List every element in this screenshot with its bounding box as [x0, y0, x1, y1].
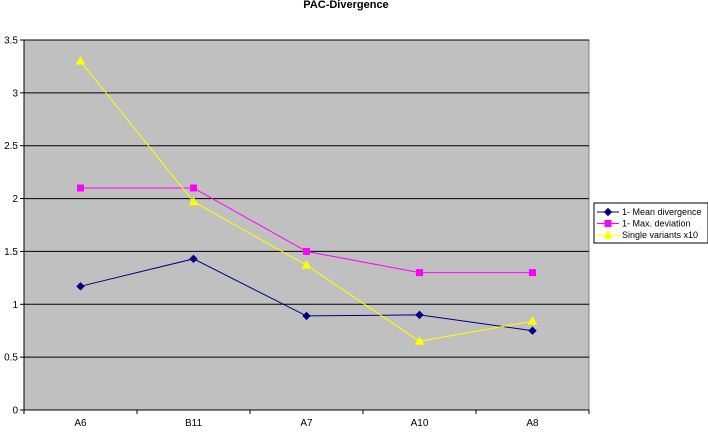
data-point	[415, 310, 424, 320]
legend-item: 1- Max. deviation	[597, 219, 691, 229]
axes: 0 0.5 1 1.5 2 2.5 3 3.5 A6 B11 A7 A10 A8	[4, 36, 590, 429]
data-point	[301, 260, 312, 269]
legend-marker	[603, 229, 613, 239]
series-2	[77, 184, 536, 277]
data-point	[77, 184, 84, 192]
y-tick-label: 0	[12, 406, 18, 417]
data-point	[303, 247, 310, 255]
y-tick-label: 2	[12, 194, 18, 205]
legend-item: Single variants x10	[597, 229, 698, 240]
y-tick-label: 1	[12, 300, 18, 311]
data-point	[529, 269, 536, 277]
data-point	[190, 184, 197, 192]
y-tick-label: 0.5	[4, 353, 18, 364]
data-point	[76, 282, 85, 291]
data-point	[75, 56, 86, 65]
chart-title: PAC-Divergence	[303, 0, 388, 11]
series-1	[76, 254, 537, 335]
x-tick-label: A6	[74, 418, 87, 427]
data-point	[527, 316, 538, 325]
legend: 1- Mean divergence 1- Max. deviationSingl…	[593, 202, 708, 244]
y-tick-label: 3	[12, 88, 18, 99]
x-tick-label: A8	[526, 418, 539, 427]
legend-label: 1- Mean divergence	[622, 207, 702, 217]
grid-lines	[24, 39, 589, 358]
y-tick-label: 3.5	[4, 36, 18, 47]
legend-marker	[603, 207, 613, 217]
legend-label: Single variants x10	[622, 230, 698, 240]
plot-area	[23, 39, 590, 411]
legend-label: 1- Max. deviation	[622, 219, 691, 229]
data-point	[188, 196, 199, 206]
series-3	[75, 56, 538, 345]
y-tick-label: 2.5	[4, 141, 18, 152]
y-tick-label: 1.5	[4, 247, 18, 258]
data-point	[414, 336, 425, 345]
x-tick-label: B11	[185, 418, 202, 427]
legend-item: 1- Mean divergence	[597, 207, 702, 217]
x-tick-label: A7	[300, 418, 313, 427]
series-layer	[75, 56, 538, 345]
data-point	[189, 254, 198, 264]
data-point	[528, 326, 537, 335]
data-point	[416, 269, 423, 277]
x-tick-label: A10	[411, 418, 429, 427]
legend-marker	[604, 220, 612, 227]
data-point	[302, 311, 311, 321]
